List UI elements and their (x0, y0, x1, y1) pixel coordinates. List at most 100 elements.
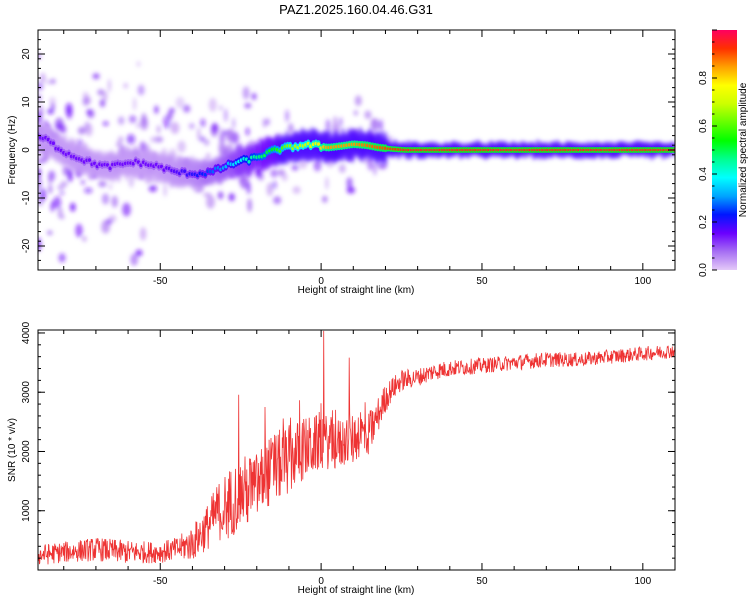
spectrogram-noise-blob (38, 157, 44, 165)
spectrogram-noise-blob (48, 185, 53, 194)
x-tick-label: 50 (476, 576, 488, 587)
spectrogram-ridge-core (183, 169, 187, 173)
spectrogram-noise-blob (82, 96, 89, 107)
spectrogram-noise-blob (135, 249, 143, 257)
spectrogram-noise-blob (38, 185, 41, 197)
spectrogram-noise-blob (163, 183, 167, 197)
spectrogram-noise-blob (244, 103, 252, 109)
spectrogram-noise-blob (67, 168, 73, 182)
spectrogram-noise-blob (288, 123, 294, 133)
y-tick-label: -10 (21, 190, 32, 205)
spectrogram-noise-blob (86, 109, 92, 116)
spectrogram-noise-blob (70, 202, 76, 212)
y-tick-label: 3000 (21, 381, 32, 404)
y-tick-label: 4000 (21, 321, 32, 344)
spectrogram-noise-blob (57, 185, 65, 190)
colorbar-gradient (712, 30, 737, 270)
spectrogram-ridge (38, 132, 675, 180)
spectrogram-noise-blob (346, 177, 353, 190)
spectrogram-ylabel: Frequency (Hz) (7, 116, 18, 185)
spectrogram-noise-blob (218, 143, 228, 156)
spectrogram-noise-blob (242, 86, 250, 100)
spectrogram-noise-blob (373, 162, 377, 176)
spectrogram-noise-blob (75, 223, 83, 238)
spectrogram-noise-blob (370, 118, 379, 131)
spectrogram-noise-blob (85, 123, 93, 137)
y-tick-label: -20 (21, 238, 32, 253)
spectrogram-noise-blob (364, 110, 372, 120)
spectrogram-noise-blob (333, 116, 338, 130)
spectrogram-noise-blob (353, 110, 358, 116)
y-tick-label: 2000 (21, 440, 32, 463)
y-tick-label: 0 (21, 147, 32, 153)
spectrogram-noise-blob (346, 186, 356, 194)
spectrogram-noise-blob (51, 199, 55, 206)
spectrogram-noise-blob (99, 99, 106, 108)
spectrogram-noise-blob (245, 127, 250, 136)
colorbar-label: Normalized spectral amplitude (738, 82, 749, 217)
spectrogram-ridge-core (316, 142, 321, 146)
spectrogram-noise-blob (136, 123, 140, 128)
spectrogram-noise-blob (38, 110, 42, 116)
spectrogram-noise-blob (101, 193, 110, 205)
spectrogram-noise-blob (208, 98, 217, 112)
spectrogram-noise-blob (122, 202, 131, 217)
spectrogram-noise-blob (49, 96, 56, 105)
spectrogram-noise-blob (56, 123, 63, 129)
colorbar-ticks: 0.0 0.2 0.4 0.6 0.8 (698, 29, 717, 277)
spectrogram-noise-blob (39, 188, 47, 202)
spectrogram-noise-blob (226, 128, 234, 142)
spectrogram-noise-blob (378, 119, 383, 131)
spectrogram-ridge-core (108, 166, 112, 171)
y-tick-label: 20 (21, 48, 32, 60)
spectrogram-ridge-core (224, 164, 228, 169)
spectrogram-noise-blob (266, 182, 274, 196)
spectrogram-noise-blob (251, 93, 257, 100)
colorbar-tick-label: 0.0 (698, 263, 709, 277)
spectrogram-noise-blob (206, 152, 211, 161)
snr-panel: -50 0 50 100 1000 2000 3000 4000 Height of stra… (7, 321, 676, 596)
spectrogram-noise-blob (130, 253, 139, 266)
spectrogram-noise-blob (139, 227, 147, 241)
spectrogram-noise-blob (50, 78, 56, 84)
spectrogram-noise-blob (211, 123, 219, 133)
y-tick-label: 1000 (21, 499, 32, 522)
spectrogram-noise-blob (339, 117, 343, 127)
spectrogram-noise-blob (199, 136, 205, 142)
spectrogram-noise-blob (167, 112, 174, 120)
spectrogram-noise-blob (148, 185, 158, 192)
spectrogram-noise-blob (47, 230, 53, 236)
snr-frame (37, 329, 676, 571)
spectrogram-noise-blob (247, 198, 252, 213)
spectrogram-noise-blob (285, 109, 289, 122)
spectrogram-noise-blob (108, 183, 113, 190)
spectrogram-noise-blob (313, 160, 322, 172)
spectrogram-noise-blob (133, 97, 137, 111)
spectrogram-noise-blob (38, 82, 44, 91)
spectrogram-noise-blob (92, 73, 100, 80)
spectrogram-ridge-core (211, 169, 215, 174)
spectrogram-ridge-core (262, 153, 267, 158)
x-tick-label: 0 (318, 576, 324, 587)
spectrogram-noise-blob (183, 104, 191, 113)
snr-ylabel: SNR (10 * v/v) (7, 418, 18, 482)
spectrogram-ridge-core (131, 161, 135, 166)
spectrogram-noise-blob (98, 180, 107, 188)
spectrogram-noise-blob (325, 176, 329, 190)
spectrogram-noise-blob (128, 175, 134, 188)
colorbar: 0.0 0.2 0.4 0.6 0.8 Normalized spectral ampl… (698, 29, 749, 277)
spectrogram-noise-blob (232, 117, 236, 129)
spectrogram-ridge-core (247, 160, 251, 164)
spectrogram-ridge-core (278, 149, 282, 153)
spectrogram-noise-blob (105, 218, 113, 225)
spectrogram-noise-blob (203, 192, 212, 197)
spectrogram-noise-blob (97, 89, 105, 96)
spectrogram-noise-blob (66, 108, 73, 120)
spectrogram-noise-blob (367, 156, 374, 171)
spectrogram-noise-blob (292, 186, 301, 194)
spectrogram-noise-blob (38, 53, 42, 60)
snr-axis-ticks: -50 0 50 100 1000 2000 3000 4000 (21, 321, 676, 587)
colorbar-tick-label: 0.8 (698, 71, 709, 85)
snr-line-layer (38, 330, 675, 565)
